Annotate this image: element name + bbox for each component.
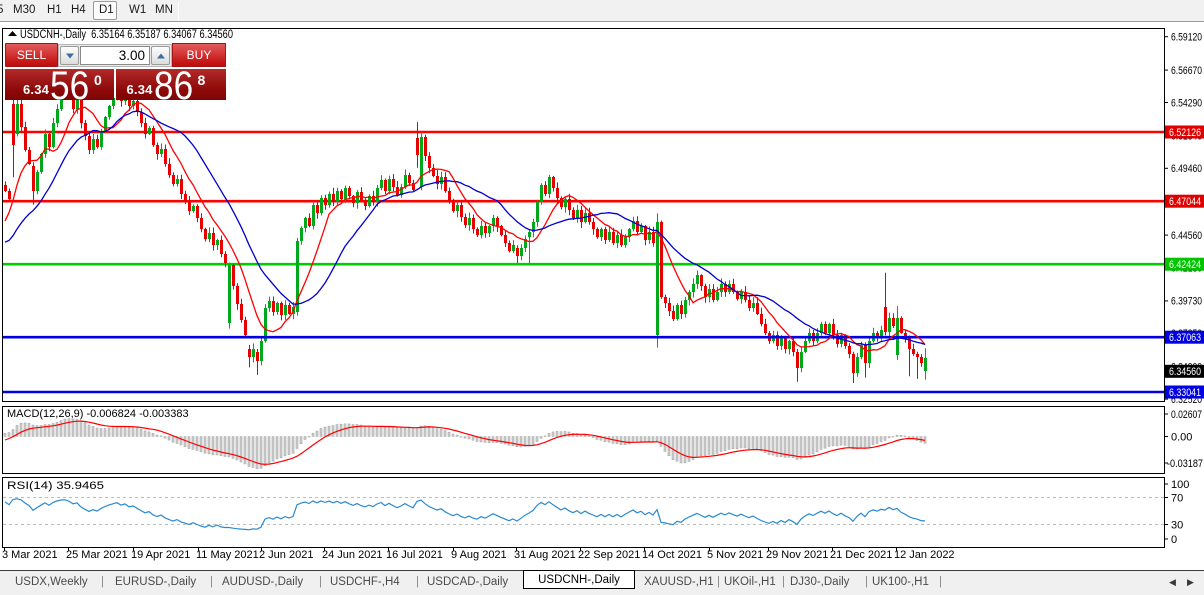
svg-text:6.59120: 6.59120 (1171, 32, 1202, 44)
svg-text:MACD(12,26,9) -0.006824 -0.003: MACD(12,26,9) -0.006824 -0.003383 (7, 408, 189, 420)
svg-text:6.56670: 6.56670 (1171, 65, 1202, 77)
svg-text:6.34560: 6.34560 (1169, 366, 1201, 378)
svg-text:21 Dec 2021: 21 Dec 2021 (830, 549, 892, 561)
svg-text:9 Aug 2021: 9 Aug 2021 (451, 549, 507, 561)
svg-text:0.00: 0.00 (1171, 431, 1192, 443)
svg-text:29 Nov 2021: 29 Nov 2021 (766, 549, 828, 561)
svg-text:3 Mar 2021: 3 Mar 2021 (2, 549, 58, 561)
svg-text:USDCNH-,Daily 6.35164 6.35187: USDCNH-,Daily 6.35164 6.35187 6.34067 6.… (20, 29, 233, 41)
svg-text:31 Aug 2021: 31 Aug 2021 (514, 549, 576, 561)
svg-text:12 Jan 2022: 12 Jan 2022 (894, 549, 955, 561)
svg-text:6.44560: 6.44560 (1171, 230, 1202, 242)
svg-text:22 Sep 2021: 22 Sep 2021 (578, 549, 640, 561)
svg-text:6.49460: 6.49460 (1171, 163, 1202, 175)
svg-text:RSI(14) 35.9465: RSI(14) 35.9465 (7, 480, 104, 492)
svg-text:100: 100 (1171, 479, 1189, 491)
svg-text:2 Jun 2021: 2 Jun 2021 (259, 549, 313, 561)
svg-text:30: 30 (1171, 519, 1183, 531)
svg-text:6.52126: 6.52126 (1169, 127, 1201, 139)
svg-text:0.02607: 0.02607 (1171, 409, 1202, 421)
svg-text:70: 70 (1171, 492, 1183, 504)
svg-text:0: 0 (1171, 534, 1177, 546)
svg-text:19 Apr 2021: 19 Apr 2021 (131, 549, 190, 561)
svg-text:25 Mar 2021: 25 Mar 2021 (66, 549, 128, 561)
svg-text:6.47044: 6.47044 (1169, 196, 1201, 208)
svg-text:6.54290: 6.54290 (1171, 97, 1202, 109)
svg-text:6.33041: 6.33041 (1169, 387, 1201, 399)
svg-text:24 Jun 2021: 24 Jun 2021 (322, 549, 383, 561)
svg-text:5 Nov 2021: 5 Nov 2021 (707, 549, 763, 561)
svg-text:6.42424: 6.42424 (1169, 259, 1201, 271)
svg-text:14 Oct 2021: 14 Oct 2021 (642, 549, 702, 561)
svg-text:16 Jul 2021: 16 Jul 2021 (386, 549, 443, 561)
svg-text:11 May 2021: 11 May 2021 (196, 549, 259, 561)
svg-text:-0.03187: -0.03187 (1167, 458, 1203, 470)
svg-text:6.39730: 6.39730 (1171, 296, 1202, 308)
svg-text:6.37063: 6.37063 (1169, 332, 1201, 344)
